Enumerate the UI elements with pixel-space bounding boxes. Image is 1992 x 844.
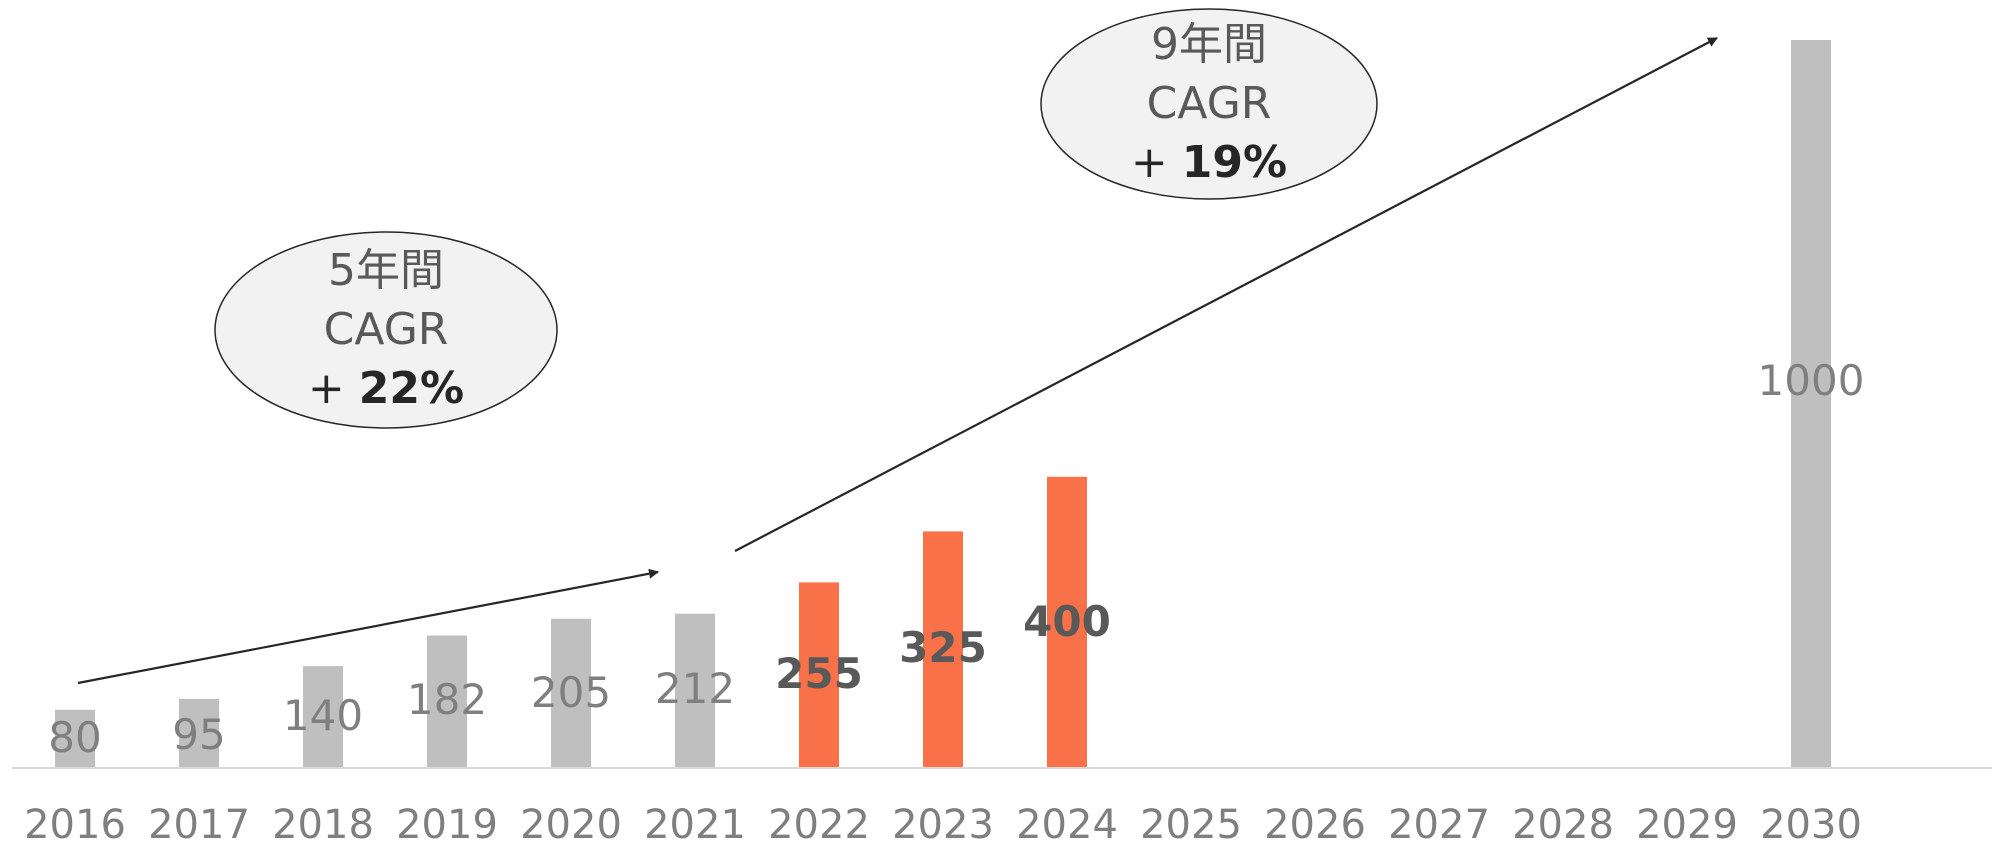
data-label-2030: 1000 bbox=[1758, 356, 1865, 405]
data-label-2017: 95 bbox=[172, 710, 225, 759]
x-tick-2030: 2030 bbox=[1760, 802, 1862, 844]
x-tick-2019: 2019 bbox=[396, 802, 498, 844]
data-label-2018: 140 bbox=[283, 691, 363, 740]
cagr-bubble-9-year: 9年間 CAGR + 19% bbox=[1040, 8, 1378, 200]
x-tick-2022: 2022 bbox=[768, 802, 870, 844]
data-label-2020: 205 bbox=[531, 668, 611, 717]
x-tick-2021: 2021 bbox=[644, 802, 746, 844]
arrow-5-year bbox=[77, 568, 659, 685]
data-label-2022: 255 bbox=[775, 649, 863, 698]
data-labels-layer: 80 95 140 182 205 212 255 325 400 1000 bbox=[48, 356, 1864, 762]
bar-2021 bbox=[675, 613, 715, 768]
bars-layer bbox=[55, 40, 1831, 768]
arrow-9-year bbox=[734, 37, 1718, 552]
bubble-5-year-prefix: + bbox=[308, 363, 359, 414]
bubble-5-year-cagr-value: 22% bbox=[359, 363, 464, 414]
x-tick-2025: 2025 bbox=[1140, 802, 1242, 844]
x-tick-2028: 2028 bbox=[1512, 802, 1614, 844]
bar-2020 bbox=[551, 618, 591, 768]
x-tick-2017: 2017 bbox=[148, 802, 250, 844]
x-tick-2023: 2023 bbox=[892, 802, 994, 844]
data-label-2024: 400 bbox=[1023, 597, 1111, 646]
bubble-9-year-line2: CAGR bbox=[1147, 78, 1272, 129]
bar-2019 bbox=[427, 635, 467, 768]
bar-2018 bbox=[303, 666, 343, 768]
bubble-9-year-line1: 9年間 bbox=[1151, 19, 1267, 70]
bubble-9-year-cagr-value: 19% bbox=[1182, 137, 1287, 188]
bar-2022 bbox=[799, 582, 839, 768]
x-tick-2016: 2016 bbox=[24, 802, 126, 844]
x-tick-2029: 2029 bbox=[1636, 802, 1738, 844]
bubble-5-year-line2: CAGR bbox=[324, 304, 449, 355]
bubble-5-year-line1: 5年間 bbox=[328, 245, 444, 296]
bar-2017 bbox=[179, 698, 219, 768]
data-label-2019: 182 bbox=[407, 675, 487, 724]
data-label-2023: 325 bbox=[899, 623, 987, 672]
data-label-2021: 212 bbox=[655, 664, 735, 713]
bar-2023 bbox=[923, 531, 963, 768]
x-tick-2027: 2027 bbox=[1388, 802, 1490, 844]
bar-2024 bbox=[1047, 476, 1087, 768]
bar-2016 bbox=[55, 709, 95, 768]
bubble-5-year-line3: + 22% bbox=[308, 363, 464, 414]
bubble-9-year-prefix: + bbox=[1131, 137, 1182, 188]
x-tick-labels-layer: 2016 2017 2018 2019 2020 2021 2022 2023 2024 2025… bbox=[24, 802, 1862, 844]
x-tick-2020: 2020 bbox=[520, 802, 622, 844]
cagr-bubble-5-year: 5年間 CAGR + 22% bbox=[214, 231, 558, 429]
x-tick-2024: 2024 bbox=[1016, 802, 1118, 844]
bubble-9-year-line3: + 19% bbox=[1131, 137, 1287, 188]
data-label-2016: 80 bbox=[48, 713, 101, 762]
x-tick-2026: 2026 bbox=[1264, 802, 1366, 844]
bar-2030 bbox=[1791, 40, 1831, 768]
x-tick-2018: 2018 bbox=[272, 802, 374, 844]
